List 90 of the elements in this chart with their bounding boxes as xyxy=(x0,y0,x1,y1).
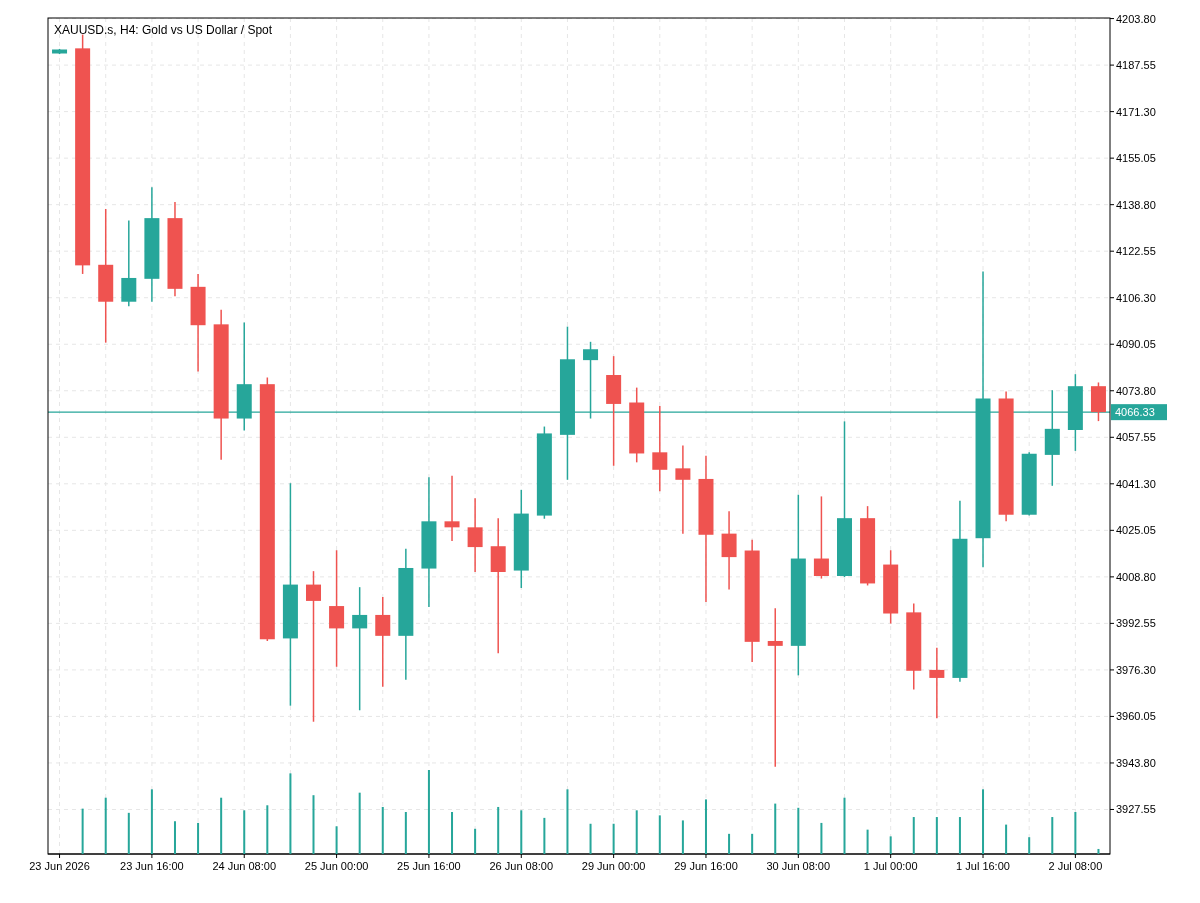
candlestick xyxy=(929,647,945,720)
candlestick xyxy=(652,405,668,493)
ref-line-label: 4066.33 xyxy=(1115,406,1155,419)
bar xyxy=(889,836,892,854)
bar xyxy=(451,812,454,854)
bar xyxy=(982,789,985,854)
y-tick-label: 3960.05 xyxy=(1116,710,1156,723)
y-tick-label: 4025.05 xyxy=(1116,524,1156,537)
bar xyxy=(820,822,823,854)
bar xyxy=(404,812,407,854)
y-tick-label: 3992.55 xyxy=(1116,617,1156,630)
bar xyxy=(612,823,615,854)
candlestick xyxy=(306,570,321,723)
bar xyxy=(958,817,961,854)
candlestick xyxy=(767,607,783,768)
candlestick xyxy=(444,475,460,542)
bar xyxy=(312,795,315,854)
x-tick-label: 23 Jun 16:00 xyxy=(120,860,184,872)
y-tick-label: 3927.55 xyxy=(1116,803,1156,816)
bar xyxy=(1005,824,1008,854)
bar xyxy=(635,810,638,854)
bar xyxy=(658,815,661,854)
bar xyxy=(81,808,84,854)
bar xyxy=(266,805,269,854)
bar xyxy=(797,807,800,854)
y-tick-label: 3976.30 xyxy=(1116,663,1156,676)
y-tick-label: 4057.55 xyxy=(1116,431,1156,444)
bar xyxy=(774,803,777,854)
bar xyxy=(912,817,915,854)
bar xyxy=(843,797,846,854)
bar xyxy=(173,821,176,854)
bar xyxy=(1028,837,1031,854)
bar xyxy=(381,806,384,854)
x-tick-label: 24 Jun 08:00 xyxy=(212,860,277,872)
candlestick xyxy=(121,219,137,308)
bar xyxy=(497,806,500,854)
bar xyxy=(543,817,546,854)
bar xyxy=(1051,817,1054,854)
candlestick xyxy=(352,586,368,712)
bar xyxy=(220,797,223,854)
candlestick xyxy=(329,549,345,668)
bar xyxy=(566,789,569,854)
bar xyxy=(427,770,430,854)
x-tick-label: 23 Jun 2026 xyxy=(29,860,90,872)
y-tick-label: 4203.80 xyxy=(1116,12,1156,25)
y-tick-label: 4041.30 xyxy=(1116,477,1156,490)
candlestick xyxy=(467,497,483,573)
bar xyxy=(358,792,361,854)
y-tick-label: 4187.55 xyxy=(1116,59,1156,72)
y-tick-label: 4138.80 xyxy=(1116,198,1156,211)
bar xyxy=(1074,812,1077,854)
bar xyxy=(589,823,592,854)
text: XAUUSD.s, H4: Gold vs US Dollar / Spot xyxy=(54,23,273,37)
bar xyxy=(704,799,707,854)
y-tick-label: 4090.05 xyxy=(1116,338,1156,351)
bar xyxy=(243,810,246,854)
bar xyxy=(935,817,938,854)
bar xyxy=(520,810,523,854)
x-tick-label: 26 Jun 08:00 xyxy=(489,860,554,872)
x-tick-label: 1 Jul 00:00 xyxy=(863,860,918,872)
bar xyxy=(127,812,130,854)
y-tick-label: 3943.80 xyxy=(1116,756,1156,769)
y-tick-label: 4122.55 xyxy=(1116,245,1156,258)
bar xyxy=(474,828,477,854)
bar xyxy=(1097,848,1100,854)
bar xyxy=(751,833,754,854)
y-tick-label: 4008.80 xyxy=(1116,570,1156,583)
candlestick xyxy=(675,444,691,535)
candlestick xyxy=(721,510,737,591)
x-tick-label: 2 Jul 08:00 xyxy=(1048,860,1103,872)
x-tick-label: 1 Jul 16:00 xyxy=(956,860,1010,872)
candlestick xyxy=(375,596,391,688)
y-tick-label: 4171.30 xyxy=(1116,105,1156,118)
candlestick xyxy=(813,495,829,580)
x-tick-label: 30 Jun 08:00 xyxy=(766,860,831,872)
x-tick-label: 29 Jun 00:00 xyxy=(581,860,646,872)
x-tick-label: 25 Jun 16:00 xyxy=(397,860,461,872)
bar xyxy=(150,789,153,854)
y-tick-label: 4106.30 xyxy=(1116,291,1156,304)
bar xyxy=(866,829,869,854)
bar xyxy=(681,820,684,854)
bar xyxy=(335,826,338,854)
bar xyxy=(197,822,200,854)
y-tick-label: 4155.05 xyxy=(1116,152,1156,165)
bar xyxy=(104,797,107,854)
y-tick-label: 4073.80 xyxy=(1116,384,1156,397)
bar xyxy=(728,833,731,854)
x-tick-label: 25 Jun 00:00 xyxy=(304,860,369,872)
bar xyxy=(289,773,292,854)
x-tick-label: 29 Jun 16:00 xyxy=(674,860,738,872)
